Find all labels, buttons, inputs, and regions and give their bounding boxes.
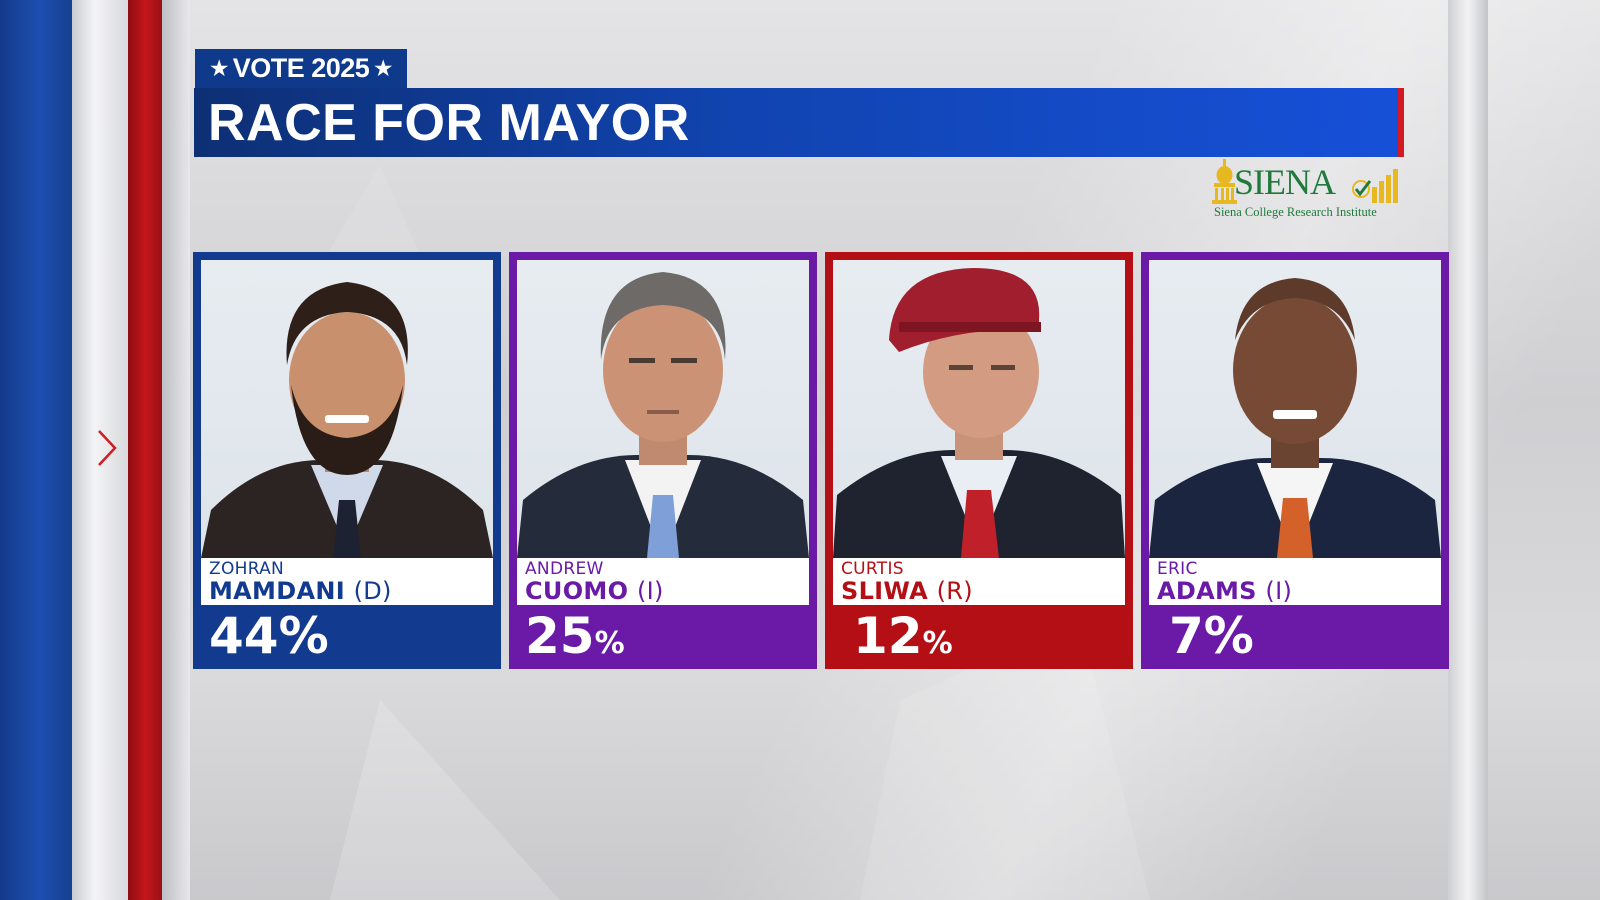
percentage-sign: %: [594, 626, 625, 661]
candidate-surname: CUOMO: [525, 577, 629, 605]
candidate-name-box: ZOHRAN MAMDANI (D): [201, 558, 493, 605]
vote-tag-label: VOTE 2025: [232, 53, 370, 83]
candidate-last-name: SLIWA (R): [841, 578, 1125, 604]
candidate-last-name: CUOMO (I): [525, 578, 809, 604]
candidate-percentage: 12%: [853, 611, 953, 672]
logo-subtitle: Siena College Research Institute: [1214, 205, 1377, 219]
candidate-name-box: ANDREW CUOMO (I): [517, 558, 809, 605]
left-white-stripe: [72, 0, 128, 900]
candidate-photo: [833, 260, 1125, 558]
percentage-sign: %: [278, 607, 329, 665]
candidate-card-sliwa: CURTIS SLIWA (R) 12%: [825, 252, 1133, 669]
percentage-value: 7: [1169, 607, 1204, 665]
candidate-party: (R): [936, 577, 973, 605]
candidate-percentage: 44%: [209, 611, 329, 672]
siena-logo: SIENA Siena College Research Institute: [1212, 157, 1412, 221]
percentage-sign: %: [922, 626, 953, 661]
candidate-photo: [1149, 260, 1441, 558]
candidate-photo: [517, 260, 809, 558]
candidate-party: (I): [636, 577, 664, 605]
candidate-name-box: ERIC ADAMS (I): [1149, 558, 1441, 605]
candidate-card-cuomo: ANDREW CUOMO (I) 25%: [509, 252, 817, 669]
star-icon: ★: [374, 58, 392, 80]
candidate-first-name: ERIC: [1157, 559, 1198, 579]
candidate-first-name: CURTIS: [841, 559, 904, 579]
candidate-card-mamdani: ZOHRAN MAMDANI (D) 44%: [193, 252, 501, 669]
right-silver-bar: [1448, 0, 1488, 900]
candidate-card-adams: ERIC ADAMS (I) 7%: [1141, 252, 1449, 669]
left-blue-stripe: [0, 0, 72, 900]
candidate-first-name: ZOHRAN: [209, 559, 285, 579]
candidate-party: (I): [1265, 577, 1293, 605]
candidate-last-name: ADAMS (I): [1157, 578, 1441, 604]
left-red-stripe: [128, 0, 162, 900]
logo-wordmark: SIENA: [1234, 162, 1336, 202]
percentage-sign: %: [1203, 607, 1254, 665]
candidate-first-name: ANDREW: [525, 559, 604, 579]
dome-icon: [1212, 159, 1237, 204]
candidate-name-box: CURTIS SLIWA (R): [833, 558, 1125, 605]
candidate-percentage: 7%: [1169, 611, 1254, 672]
page-title-bar: RACE FOR MAYOR: [194, 88, 1404, 157]
candidate-percentage: 25%: [525, 611, 625, 672]
percentage-value: 12: [853, 607, 923, 665]
candidate-surname: SLIWA: [841, 577, 928, 605]
candidate-surname: MAMDANI: [209, 577, 345, 605]
percentage-value: 25: [525, 607, 595, 665]
candidate-surname: ADAMS: [1157, 577, 1257, 605]
bar-check-icon: [1352, 169, 1398, 203]
candidate-photo: [201, 260, 493, 558]
chevron-right-icon: [98, 430, 117, 466]
vote-2025-tag: ★ VOTE 2025 ★: [195, 49, 407, 88]
percentage-value: 44: [209, 607, 279, 665]
candidate-last-name: MAMDANI (D): [209, 578, 493, 604]
star-icon: ★: [210, 58, 228, 80]
page-title: RACE FOR MAYOR: [208, 93, 690, 152]
candidate-party: (D): [353, 577, 392, 605]
left-silver-stripe: [162, 0, 190, 900]
